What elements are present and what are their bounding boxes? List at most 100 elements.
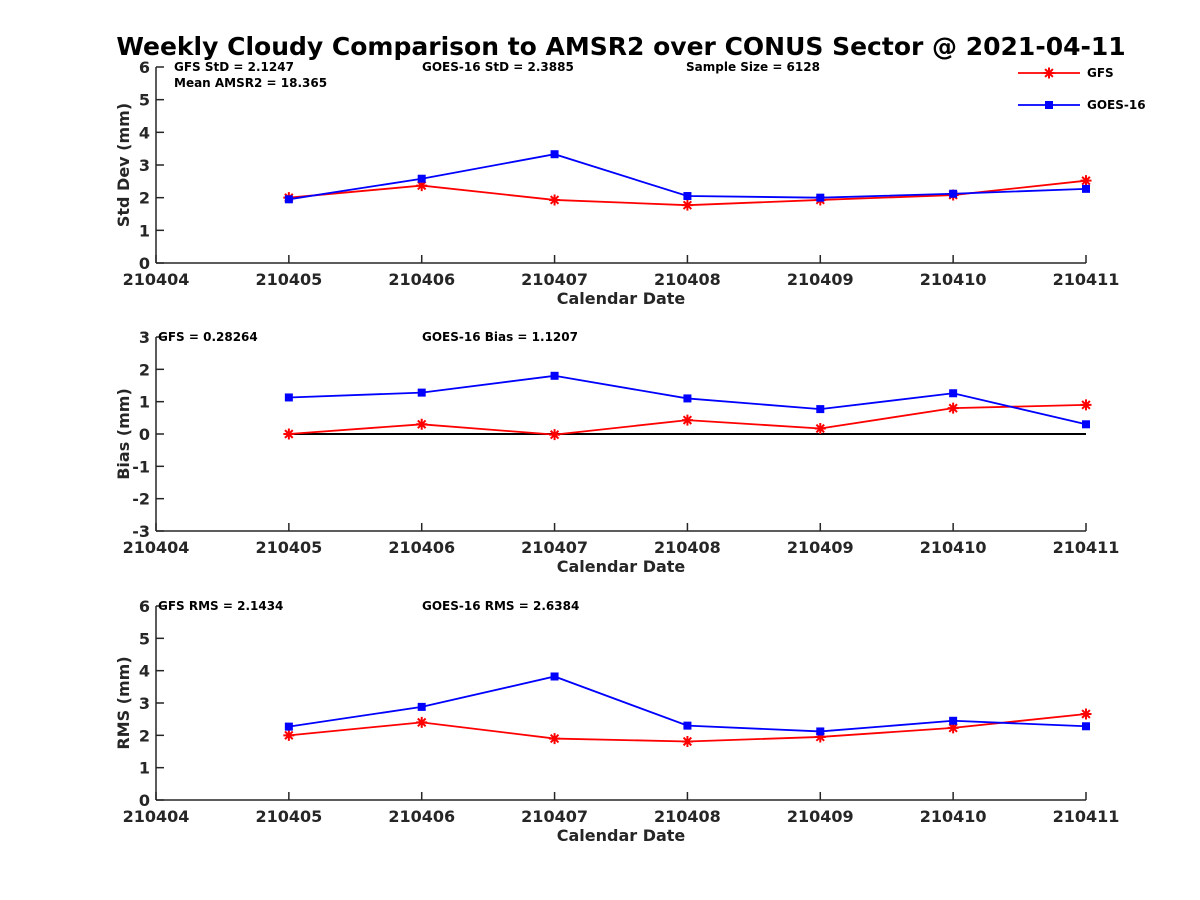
- x-tick-label: 210404: [123, 270, 190, 289]
- annotation-text: GFS RMS = 2.1434: [158, 599, 283, 613]
- asterisk-marker: [1080, 708, 1092, 720]
- series-goes-16: [284, 371, 1090, 429]
- square-marker: [284, 195, 293, 204]
- y-tick-label: 2: [139, 360, 150, 379]
- x-axis-label: Calendar Date: [557, 289, 686, 308]
- x-tick-label: 210406: [388, 538, 455, 557]
- asterisk-marker: [947, 722, 959, 734]
- y-tick-label: 0: [139, 425, 150, 444]
- x-tick-label: 210411: [1053, 538, 1120, 557]
- asterisk-marker: [1080, 175, 1092, 187]
- square-marker: [1082, 184, 1090, 193]
- series-goes-16: [284, 672, 1090, 736]
- chart-panel-1: 210404 210405 210406 210407 210408 210409 2104…: [114, 58, 1119, 308]
- x-tick-label: 210404: [123, 538, 190, 557]
- x-tick-label: 210410: [920, 270, 987, 289]
- asterisk-marker: [1043, 67, 1055, 79]
- square-marker: [550, 150, 559, 159]
- annotation-text: GFS = 0.28264: [158, 330, 258, 344]
- y-tick-label: 4: [139, 123, 150, 142]
- y-tick-label: 5: [139, 91, 150, 110]
- x-tick-label: 210404: [123, 807, 190, 826]
- y-tick-label: 4: [139, 662, 150, 681]
- x-axis-label: Calendar Date: [557, 826, 686, 845]
- square-marker: [1082, 420, 1090, 429]
- legend: GFS GOES-16: [1018, 66, 1146, 112]
- square-marker: [417, 174, 426, 183]
- x-tick-label: 210409: [787, 270, 854, 289]
- x-tick-label: 210405: [255, 538, 322, 557]
- annotation-text: GOES-16 RMS = 2.6384: [422, 599, 579, 613]
- asterisk-marker: [549, 733, 561, 745]
- asterisk-marker: [947, 402, 959, 414]
- x-tick-label: 210409: [787, 538, 854, 557]
- square-marker: [816, 405, 825, 414]
- y-tick-label: -1: [132, 457, 150, 476]
- x-tick-label: 210411: [1053, 270, 1120, 289]
- asterisk-marker: [1080, 399, 1092, 411]
- square-marker: [949, 389, 958, 398]
- y-tick-label: -2: [132, 490, 150, 509]
- y-tick-label: 0: [139, 791, 150, 810]
- legend-entry-gfs: GFS: [1018, 66, 1114, 80]
- y-tick-label: 6: [139, 58, 150, 77]
- square-marker: [683, 721, 692, 730]
- x-tick-label: 210408: [654, 538, 721, 557]
- series-gfs: [283, 708, 1092, 747]
- asterisk-marker: [416, 418, 428, 430]
- x-tick-label: 210408: [654, 270, 721, 289]
- asterisk-marker: [416, 716, 428, 728]
- x-tick-label: 210408: [654, 807, 721, 826]
- asterisk-marker: [549, 429, 561, 441]
- y-tick-label: 6: [139, 597, 150, 616]
- square-marker: [949, 189, 958, 198]
- square-marker: [1082, 722, 1090, 731]
- asterisk-marker: [681, 199, 693, 211]
- y-tick-label: 1: [139, 221, 150, 240]
- chart-panel-2: 210404 210405 210406 210407 210408 210409 2104…: [114, 328, 1119, 576]
- chart-panel-3: 210404 210405 210406 210407 210408 210409 2104…: [114, 597, 1119, 845]
- series-gfs: [283, 399, 1092, 441]
- x-tick-label: 210410: [920, 538, 987, 557]
- series-goes-16: [284, 150, 1090, 204]
- x-tick-label: 210411: [1053, 807, 1120, 826]
- y-axis-label: Bias (mm): [114, 388, 133, 480]
- square-marker: [417, 702, 426, 711]
- annotation-text: Mean AMSR2 = 18.365: [174, 76, 327, 90]
- square-marker: [816, 193, 825, 202]
- y-tick-label: 1: [139, 759, 150, 778]
- y-tick-label: 5: [139, 629, 150, 648]
- y-axis-label: Std Dev (mm): [114, 103, 133, 227]
- legend-label: GFS: [1087, 66, 1114, 80]
- y-axis-label: RMS (mm): [114, 656, 133, 749]
- chart-title: Weekly Cloudy Comparison to AMSR2 over C…: [116, 32, 1125, 61]
- square-marker: [683, 394, 692, 403]
- asterisk-marker: [814, 423, 826, 435]
- asterisk-marker: [681, 414, 693, 426]
- square-marker: [417, 388, 426, 397]
- x-tick-label: 210407: [521, 270, 588, 289]
- asterisk-marker: [549, 194, 561, 206]
- asterisk-marker: [283, 729, 295, 741]
- y-tick-label: 3: [139, 156, 150, 175]
- x-tick-label: 210407: [521, 807, 588, 826]
- y-tick-label: -3: [132, 522, 150, 541]
- x-tick-label: 210406: [388, 807, 455, 826]
- x-tick-label: 210409: [787, 807, 854, 826]
- y-tick-label: 0: [139, 254, 150, 273]
- square-marker: [550, 672, 559, 681]
- y-tick-label: 2: [139, 189, 150, 208]
- x-tick-label: 210405: [255, 270, 322, 289]
- square-marker: [284, 393, 293, 402]
- asterisk-marker: [283, 428, 295, 440]
- y-tick-label: 1: [139, 393, 150, 412]
- legend-entry-goes-16: GOES-16: [1018, 98, 1146, 112]
- square-marker: [284, 722, 293, 731]
- square-marker: [550, 371, 559, 380]
- asterisk-marker: [814, 731, 826, 743]
- asterisk-marker: [416, 180, 428, 192]
- x-tick-label: 210407: [521, 538, 588, 557]
- chart-panels: 210404 210405 210406 210407 210408 210409 2104…: [114, 58, 1119, 845]
- x-tick-label: 210406: [388, 270, 455, 289]
